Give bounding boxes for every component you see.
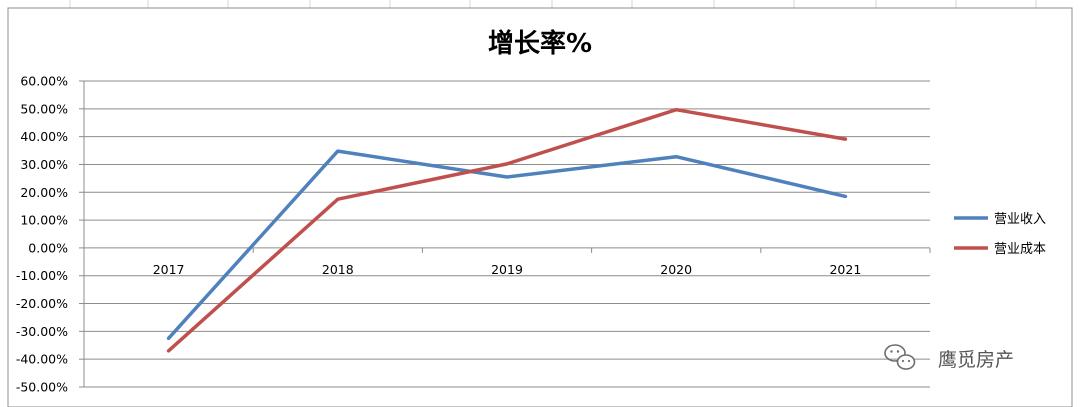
x-tick-label: 2017 xyxy=(153,262,185,277)
legend-label: 营业收入 xyxy=(994,212,1046,227)
x-tick-label: 2018 xyxy=(322,262,354,277)
y-tick-label: 40.00% xyxy=(20,129,68,144)
x-tick-label: 2021 xyxy=(829,262,861,277)
y-axis: 60.00% 50.00% 40.00% 30.00% 20.00% 10.00% 0.00… xyxy=(16,74,85,395)
x-tick-label: 2020 xyxy=(660,262,692,277)
data-point xyxy=(336,197,340,201)
data-point xyxy=(167,336,171,340)
watermark: 鹰觅房产 xyxy=(884,344,1014,371)
y-tick-label: 10.00% xyxy=(20,213,68,228)
data-point xyxy=(336,149,340,153)
y-tick-label: 50.00% xyxy=(20,101,68,116)
y-tick-label: -20.00% xyxy=(16,296,68,311)
y-tick-label: 20.00% xyxy=(20,185,68,200)
y-tick-label: -10.00% xyxy=(16,268,68,283)
chart-title: 增长率% xyxy=(488,28,592,59)
watermark-text: 鹰觅房产 xyxy=(938,349,1014,371)
y-tick-label: 60.00% xyxy=(20,74,68,89)
spreadsheet-background-grid xyxy=(69,0,1037,8)
data-point xyxy=(505,162,509,166)
chart-frame xyxy=(7,7,1073,407)
data-point xyxy=(505,175,509,179)
data-point xyxy=(674,108,678,112)
y-tick-label: -30.00% xyxy=(16,324,68,339)
data-point xyxy=(674,155,678,159)
data-point xyxy=(843,137,847,141)
y-tick-label: 30.00% xyxy=(20,157,68,172)
x-tick-label: 2019 xyxy=(491,262,523,277)
y-tick-label: -40.00% xyxy=(16,352,68,367)
x-axis: 2017 2018 2019 2020 2021 xyxy=(83,247,931,277)
legend-label: 营业成本 xyxy=(994,242,1046,257)
y-tick-label: 0.00% xyxy=(28,240,68,255)
data-point xyxy=(167,349,171,353)
wechat-icon xyxy=(884,344,916,370)
series-lines xyxy=(166,107,848,353)
y-tick-label: -50.00% xyxy=(16,380,68,395)
data-point xyxy=(843,194,847,198)
